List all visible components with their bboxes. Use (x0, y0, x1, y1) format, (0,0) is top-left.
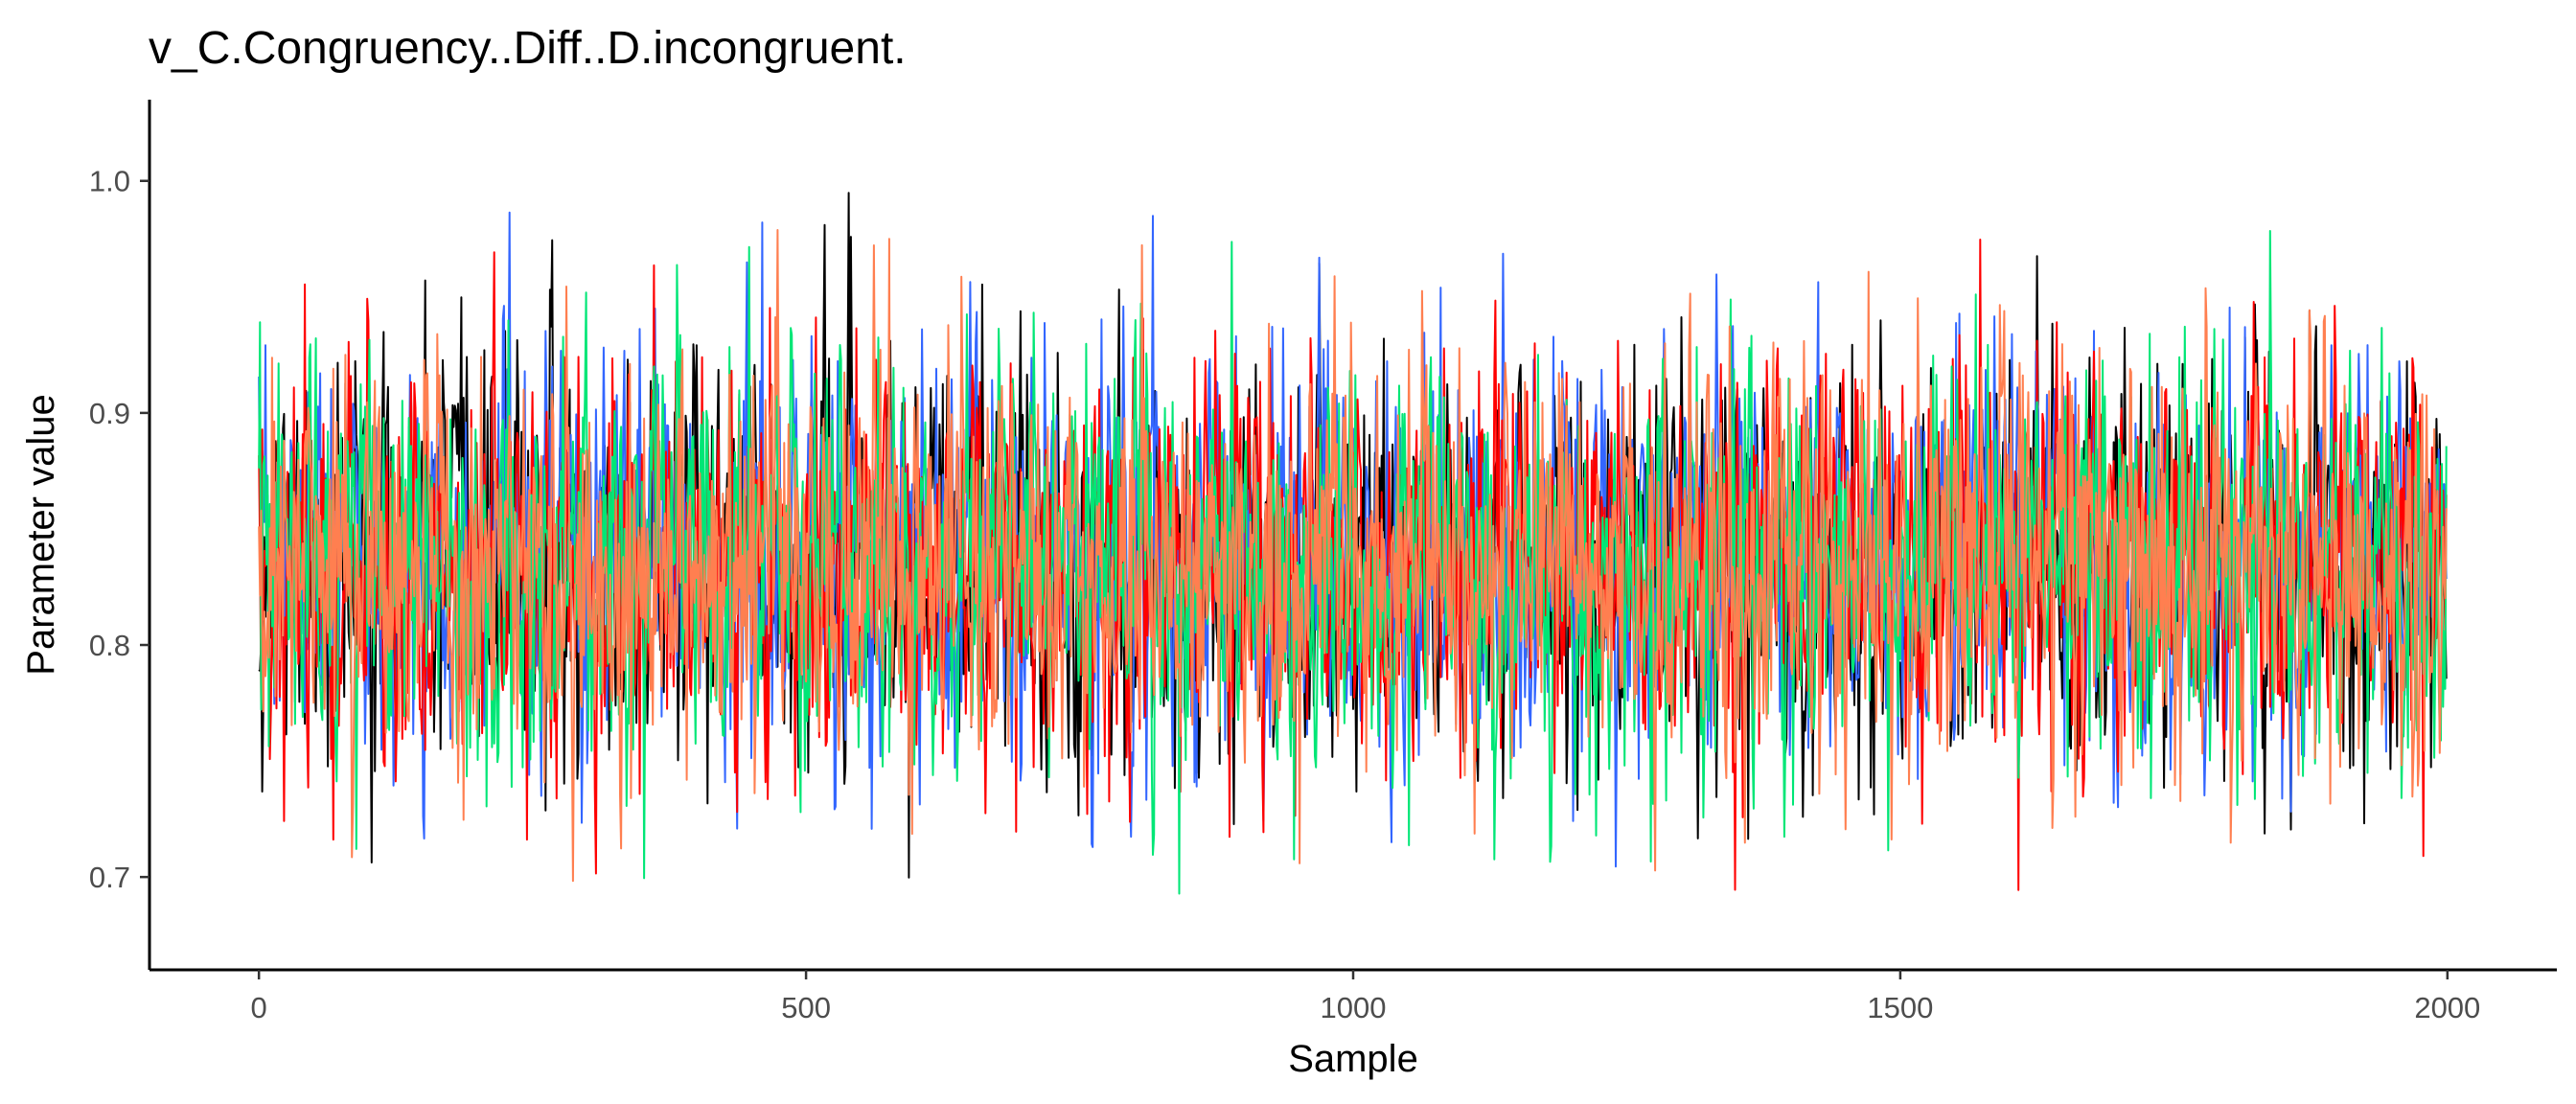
x-tick-label: 500 (781, 991, 831, 1024)
y-axis-title: Parameter value (20, 394, 62, 675)
chart-title: v_C.Congruency..Diff..D.incongruent. (149, 23, 907, 74)
chain-trace-5 (258, 229, 2448, 883)
x-tick-label: 1000 (1321, 991, 1387, 1024)
x-axis-ticks: 0 500 1000 1500 2000 (251, 970, 2480, 1024)
x-tick-label: 1500 (1867, 991, 1933, 1024)
y-tick-label: 0.7 (89, 861, 130, 894)
y-axis-ticks: 0.7 0.8 0.9 1.0 (89, 165, 150, 894)
plot-area (258, 192, 2448, 895)
y-tick-label: 0.9 (89, 397, 130, 430)
x-tick-label: 2000 (2414, 991, 2480, 1024)
y-tick-label: 0.8 (89, 629, 130, 662)
x-tick-label: 0 (251, 991, 267, 1024)
y-tick-label: 1.0 (89, 165, 130, 198)
x-axis-title: Sample (1288, 1038, 1418, 1080)
